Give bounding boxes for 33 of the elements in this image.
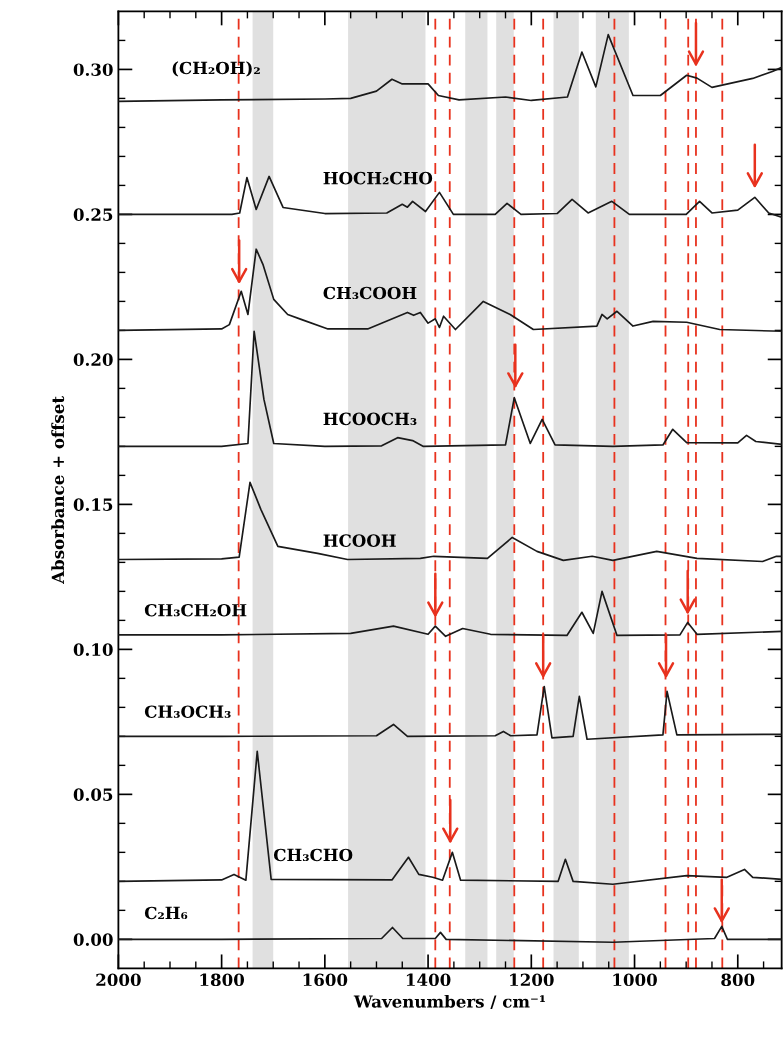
y-tick-label: 0.30 <box>73 63 113 76</box>
series-label: HOCH₂CHO <box>323 171 433 185</box>
line-series <box>118 330 782 448</box>
x-tick-label: 1200 <box>510 973 554 987</box>
line-series <box>118 685 782 741</box>
series-label: HCOOCH₃ <box>323 412 417 426</box>
y-tick-label: 0.00 <box>73 933 113 946</box>
line-series <box>118 590 782 638</box>
x-tick-label: 1800 <box>200 973 245 987</box>
x-tick-label: 800 <box>721 973 755 987</box>
y-tick-label: 0.15 <box>73 498 113 511</box>
series-label: C₂H₆ <box>144 906 188 920</box>
x-axis-title: Wavenumbers / cm⁻¹ <box>353 994 545 1010</box>
line-series <box>118 33 782 103</box>
series-label: CH₃COOH <box>323 286 417 300</box>
line-series <box>118 248 782 333</box>
series-label: CH₃CH₂OH <box>144 603 247 617</box>
y-tick-label: 0.10 <box>73 643 113 656</box>
y-tick-label: 0.05 <box>73 788 113 801</box>
line-series <box>118 750 782 886</box>
y-tick-label: 0.20 <box>73 353 113 366</box>
line-series <box>118 481 782 563</box>
x-tick-label: 2000 <box>96 973 141 987</box>
line-series <box>118 925 782 944</box>
y-tick-label: 0.25 <box>73 208 113 221</box>
x-tick-label: 1600 <box>303 973 348 987</box>
x-tick-label: 1400 <box>406 973 451 987</box>
x-tick-label: 1000 <box>613 973 657 987</box>
series-label: (CH₂OH)₂ <box>172 61 260 77</box>
y-axis-title: Absorbance + offset <box>51 396 65 584</box>
series-label: HCOOH <box>323 534 396 547</box>
series-label: CH₃OCH₃ <box>144 705 231 719</box>
series-label: CH₃CHO <box>273 848 353 862</box>
